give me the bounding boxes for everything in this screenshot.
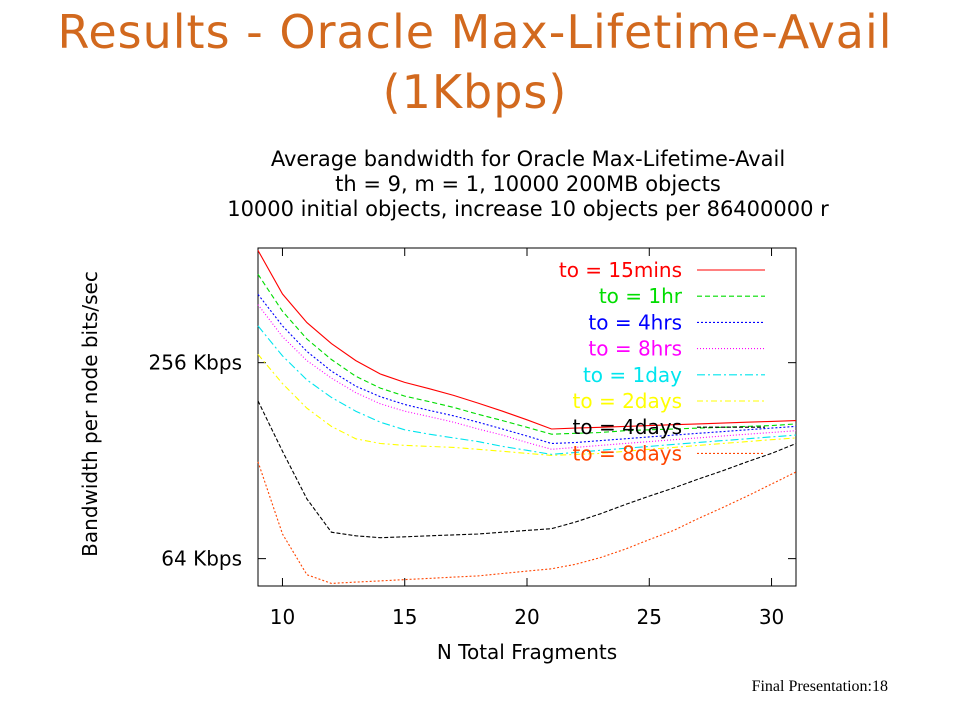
series-line [257, 400, 797, 539]
y-tick-label: 64 Kbps [161, 547, 242, 571]
x-tick-label: 30 [759, 605, 784, 629]
slide-title-line-2: (1Kbps) [382, 65, 568, 119]
x-axis-ticks: 10 15 20 25 30 [270, 248, 784, 629]
legend-label: to = 15mins [559, 258, 682, 282]
slide-title-line-1: Results - Oracle Max-Lifetime-Avail [57, 5, 893, 59]
x-tick-label: 20 [514, 605, 539, 629]
plot-area-frame [257, 247, 797, 587]
legend-label: to = 2days [573, 389, 682, 413]
x-tick-label: 15 [392, 605, 417, 629]
series-line [257, 325, 797, 455]
chart-title-line-2: th = 9, m = 1, 10000 200MB objects [335, 172, 721, 196]
y-axis-label: Bandwidth per node bits/sec [78, 271, 102, 557]
chart-title: Average bandwidth for Oracle Max-Lifetim… [227, 147, 829, 221]
legend-label: to = 4days [573, 415, 682, 439]
series-line [257, 273, 797, 435]
x-tick-label: 25 [637, 605, 662, 629]
legend-label: to = 1day [583, 363, 682, 387]
chart-title-line-1: Average bandwidth for Oracle Max-Lifetim… [271, 147, 785, 171]
x-axis-label: N Total Fragments [437, 640, 617, 664]
series-line [257, 304, 797, 450]
series-line [257, 250, 797, 430]
y-axis-ticks: 256 Kbps 64 Kbps [149, 351, 796, 571]
series-lines [257, 250, 797, 584]
legend-label: to = 4hrs [588, 310, 682, 334]
slide-title: Results - Oracle Max-Lifetime-Avail (1Kb… [40, 2, 910, 122]
slide-footer: Final Presentation:18 [751, 678, 888, 695]
legend-label: to = 1hr [599, 284, 683, 308]
series-line [257, 354, 797, 456]
y-tick-label: 256 Kbps [149, 351, 242, 375]
legend-label: to = 8hrs [588, 337, 682, 361]
chart-title-line-3: 10000 initial objects, increase 10 objec… [227, 197, 829, 221]
series-line [257, 294, 797, 445]
legend-label: to = 8days [573, 441, 682, 465]
series-line [257, 461, 797, 584]
x-tick-label: 10 [270, 605, 295, 629]
